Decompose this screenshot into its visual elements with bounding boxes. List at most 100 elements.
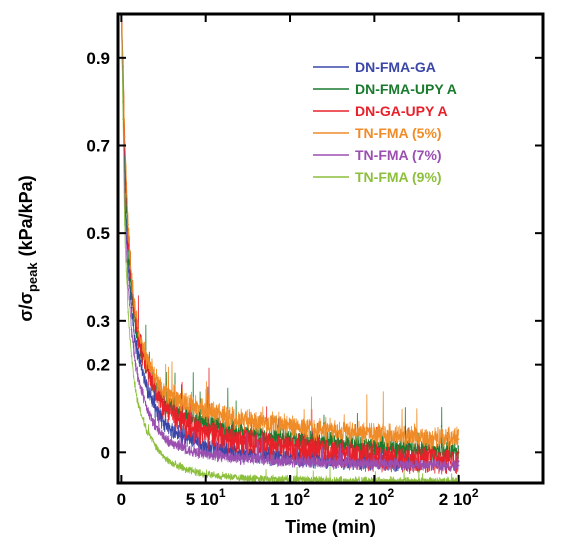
data-point: [145, 429, 148, 432]
data-point: [255, 477, 258, 480]
data-point: [145, 385, 148, 388]
data-point: [204, 453, 207, 456]
x-tick-label: 0: [117, 490, 126, 509]
data-point: [162, 455, 165, 458]
data-point: [188, 469, 190, 471]
data-point: [289, 447, 291, 449]
data-point: [171, 412, 173, 414]
data-point: [331, 462, 333, 464]
legend-label: TN-FMA (7%): [355, 147, 442, 163]
data-point: [171, 462, 173, 465]
data-point: [145, 359, 148, 362]
data-point: [204, 409, 207, 412]
data-point: [373, 446, 376, 448]
data-point: [255, 458, 258, 460]
data-point: [204, 473, 207, 476]
data-point: [154, 425, 156, 427]
data-point: [457, 464, 460, 467]
data-point: [331, 451, 333, 454]
data-point: [188, 438, 190, 440]
data-point: [134, 385, 136, 388]
data-point: [331, 429, 333, 432]
data-point: [415, 448, 418, 451]
data-point: [162, 436, 165, 438]
x-axis-title: Time (min): [285, 517, 376, 537]
data-point: [154, 407, 156, 410]
data-point: [331, 479, 333, 482]
data-point: [171, 442, 173, 445]
data-point: [130, 306, 133, 309]
data-point: [154, 444, 156, 447]
y-tick-label: 0: [101, 443, 110, 462]
data-point: [373, 433, 376, 436]
data-point: [221, 449, 224, 451]
data-point: [188, 449, 190, 451]
legend-label: TN-FMA (5%): [355, 125, 442, 141]
data-point: [162, 390, 165, 392]
legend-label: TN-FMA (9%): [355, 169, 442, 185]
data-point: [255, 420, 258, 423]
data-point: [204, 423, 207, 425]
data-point: [154, 377, 156, 379]
data-point: [221, 455, 224, 458]
plot-frame: [116, 12, 545, 485]
legend-label: DN-GA-UPY A: [355, 103, 448, 119]
data-point: [127, 284, 129, 287]
data-point: [127, 311, 129, 313]
data-point: [127, 249, 129, 252]
y-axis-title-subscript: peak: [25, 262, 40, 292]
ticks-layer: 0 0.2 0.3 0.5 0.7 0.9 0 5 101 1 102 2 102 2 102: [86, 14, 543, 509]
y-tick-label: 0.2: [86, 356, 110, 375]
data-point: [221, 475, 224, 478]
data-point: [415, 464, 418, 466]
series-line-3: [121, 14, 459, 451]
data-point: [204, 431, 207, 434]
data-point: [123, 135, 126, 138]
data-point: [204, 444, 207, 447]
data-point: [130, 328, 133, 331]
data-point: [137, 328, 140, 331]
x-tick-label: 5 101: [186, 486, 226, 509]
data-point: [171, 394, 173, 397]
data-point: [289, 425, 291, 427]
data-point: [373, 463, 376, 465]
y-axis-title-units: (kPa/kPa): [16, 175, 36, 256]
legend: DN-FMA-GA DN-FMA-UPY A DN-GA-UPY A TN-FMA (…: [313, 59, 457, 185]
data-point: [221, 436, 224, 438]
y-axis-title: σ/σpeak (kPa/kPa): [16, 175, 40, 321]
data-point: [415, 436, 418, 438]
data-point: [130, 355, 133, 357]
legend-label: DN-FMA-GA: [355, 59, 436, 75]
data-point: [188, 425, 190, 427]
x-tick-label: 1 102: [270, 486, 310, 509]
y-tick-label: 0.5: [86, 224, 110, 243]
data-point: [137, 355, 140, 357]
data-point: [289, 438, 291, 440]
data-point: [171, 429, 173, 432]
data-point: [373, 455, 376, 458]
data-point: [457, 438, 460, 440]
data-point: [145, 407, 148, 410]
data-point: [289, 460, 291, 462]
data-point: [415, 458, 418, 460]
data-point: [154, 390, 156, 392]
series-line-4: [121, 14, 459, 472]
y-tick-label: 0.7: [86, 136, 110, 155]
data-point: [134, 337, 136, 340]
data-point: [130, 276, 133, 278]
x-tick-label: 2 102: [439, 486, 479, 509]
data-point: [188, 403, 190, 405]
data-point: [137, 377, 140, 379]
series-layer: [120, 14, 460, 483]
data-point: [130, 293, 133, 296]
x-tick-label: 2 102: [354, 486, 394, 509]
data-point: [127, 223, 129, 226]
y-tick-label: 0.3: [86, 312, 110, 331]
y-axis-title-main: σ/σ: [16, 292, 36, 322]
data-point: [162, 403, 165, 405]
data-point: [137, 403, 140, 405]
data-point: [134, 359, 136, 362]
data-point: [122, 118, 124, 120]
